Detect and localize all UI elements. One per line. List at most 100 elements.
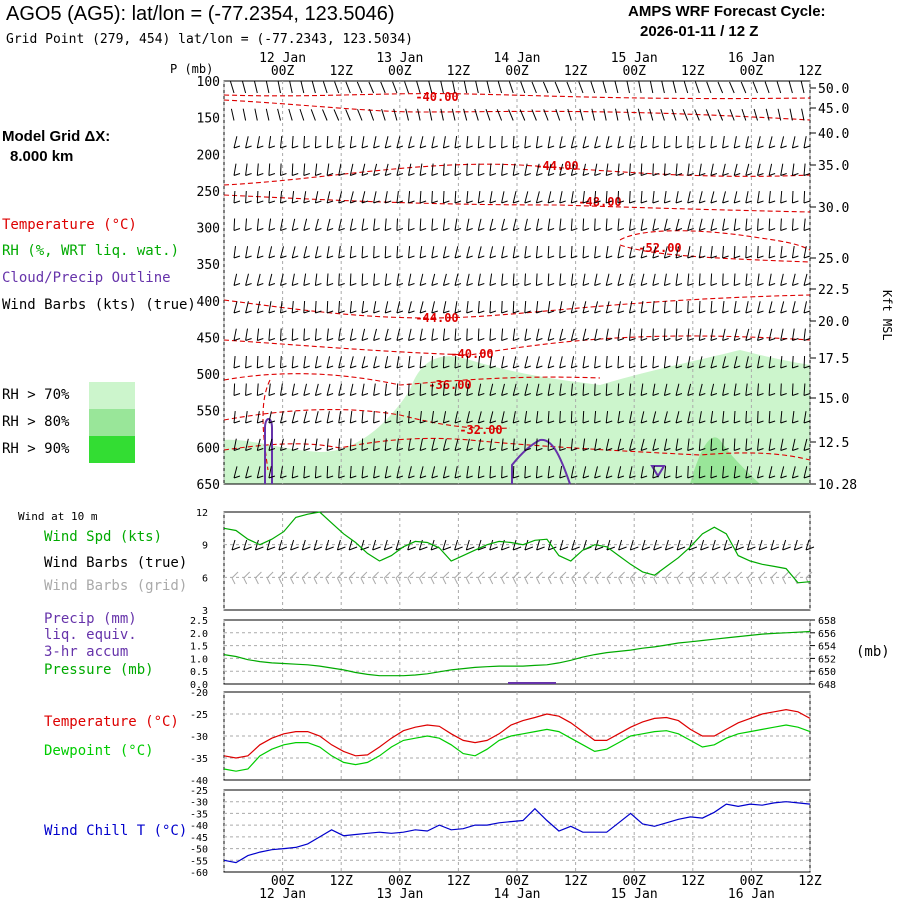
temperature-contour-label: -44.00 xyxy=(415,311,458,325)
rh80-region xyxy=(690,437,760,484)
hour-label-top: 12Z xyxy=(681,64,705,79)
rh70-swatch xyxy=(89,382,135,409)
height-tick-label: 50.0 xyxy=(818,82,849,97)
legend-precip: Precip (mm) xyxy=(44,611,137,627)
pressure-tick-label: 648 xyxy=(818,680,836,691)
hour-label-top: 00Z xyxy=(388,64,412,79)
temperature-contour xyxy=(619,230,811,251)
pressure-line xyxy=(223,630,811,677)
temperature-contour xyxy=(223,294,811,319)
hour-label-top: 12Z xyxy=(329,64,353,79)
height-tick-label: 45.0 xyxy=(818,102,849,117)
legend-rh80: RH > 80% xyxy=(2,414,70,430)
rh80-swatch xyxy=(89,409,135,436)
wind-chill-line xyxy=(223,801,811,864)
temperature-contour xyxy=(223,194,811,213)
y-tick-label: -30 xyxy=(190,732,208,743)
hour-label-bottom: 00Z xyxy=(505,874,529,889)
dewpoint-line xyxy=(223,724,811,772)
pressure-tick-label: 658 xyxy=(818,616,836,627)
y-tick-label: 1.5 xyxy=(190,642,208,653)
y-tick-label: 0.0 xyxy=(190,680,208,691)
height-tick-label: 25.0 xyxy=(818,252,849,267)
legend-dewpoint: Dewpoint (°C) xyxy=(44,743,154,759)
model-grid-label: Model Grid ΔX: xyxy=(2,128,111,145)
hour-label-top: 12Z xyxy=(798,64,822,79)
hour-label-bottom: 12Z xyxy=(447,874,471,889)
pressure-tick-label: 600 xyxy=(197,441,220,456)
cloud-outline xyxy=(650,465,666,478)
temperature-contour-label: -44.00 xyxy=(535,159,578,173)
temperature-contour xyxy=(223,163,811,186)
temperature-contour xyxy=(223,99,811,121)
wind-barbs-true xyxy=(231,539,815,551)
temperature-contour xyxy=(223,373,601,386)
legend-rh90: RH > 90% xyxy=(2,441,70,457)
temperature-contour-label: -48.00 xyxy=(578,195,621,209)
date-label-bottom: 16 Jan xyxy=(728,887,775,900)
pressure-tick-label: 652 xyxy=(818,654,836,665)
temperature-contour xyxy=(223,93,811,100)
y-tick-label: -35 xyxy=(190,809,208,820)
temperature-line xyxy=(223,708,811,759)
y-tick-label: -45 xyxy=(190,833,208,844)
date-label-bottom: 14 Jan xyxy=(494,887,541,900)
pressure-tick-label: 450 xyxy=(197,331,220,346)
temperature-contour-label: -52.00 xyxy=(638,241,681,255)
y-tick-label: -20 xyxy=(190,688,208,699)
cloud-outline xyxy=(511,438,571,485)
hour-label-bottom: 00Z xyxy=(740,874,764,889)
date-label-top: 13 Jan xyxy=(376,51,423,66)
y-tick-label: -50 xyxy=(190,845,208,856)
forecast-cycle-label: AMPS WRF Forecast Cycle: xyxy=(628,3,826,20)
temperature-contour-label: -32.00 xyxy=(459,423,502,437)
y-tick-label: -35 xyxy=(190,754,208,765)
hour-label-top: 12Z xyxy=(564,64,588,79)
hour-label-top: 00Z xyxy=(505,64,529,79)
y-tick-label: -25 xyxy=(190,786,208,797)
hour-label-bottom: 12Z xyxy=(329,874,353,889)
y-tick-label: -30 xyxy=(190,798,208,809)
cloud-outline xyxy=(264,418,273,484)
hour-label-top: 00Z xyxy=(271,64,295,79)
legend-wind-chill: Wind Chill T (°C) xyxy=(44,823,188,839)
legend-rh: RH (%, WRT liq. wat.) xyxy=(2,243,180,259)
hour-label-bottom: 00Z xyxy=(271,874,295,889)
y-tick-label: -40 xyxy=(190,776,208,787)
forecast-cycle-value: 2026-01-11 / 12 Z xyxy=(640,23,759,40)
pressure-tick-label: 150 xyxy=(197,112,220,127)
height-tick-label: 20.0 xyxy=(818,315,849,330)
rh90-swatch xyxy=(89,436,135,463)
height-tick-label: 17.5 xyxy=(818,352,849,367)
model-grid-value: 8.000 km xyxy=(10,148,74,165)
date-label-top: 15 Jan xyxy=(611,51,658,66)
legend-rh70: RH > 70% xyxy=(2,387,70,403)
y-tick-label: 2.0 xyxy=(190,629,208,640)
wind-barbs-grid xyxy=(231,571,813,585)
date-label-bottom: 12 Jan xyxy=(259,887,306,900)
legend-wind-speed: Wind Spd (kts) xyxy=(44,529,163,545)
height-tick-label: 15.0 xyxy=(818,392,849,407)
pressure-unit-label: (mb) xyxy=(856,644,890,660)
y-tick-label: 6 xyxy=(202,573,208,584)
station-title: AGO5 (AG5): lat/lon = (-77.2354, 123.504… xyxy=(6,3,395,25)
hour-label-top: 12Z xyxy=(447,64,471,79)
date-label-bottom: 13 Jan xyxy=(376,887,423,900)
y-tick-label: 0.5 xyxy=(190,667,208,678)
hour-label-bottom: 00Z xyxy=(622,874,646,889)
legend-wind-barbs-grid: Wind Barbs (grid) xyxy=(44,578,188,594)
height-tick-label: 22.5 xyxy=(818,283,849,298)
legend-temp-lower: Temperature (°C) xyxy=(44,714,179,730)
temperature-contour xyxy=(223,335,811,356)
pressure-tick-label: 250 xyxy=(197,185,220,200)
wind-speed-line xyxy=(223,511,811,584)
pressure-tick-label: 500 xyxy=(197,368,220,383)
height-tick-label: 30.0 xyxy=(818,201,849,216)
y-tick-label: -60 xyxy=(190,868,208,879)
legend-3hr-accum: 3-hr accum xyxy=(44,644,129,660)
pressure-tick-label: 400 xyxy=(197,295,220,310)
y-tick-label: 1.0 xyxy=(190,654,208,665)
pressure-tick-label: 200 xyxy=(197,148,220,163)
date-label-top: 14 Jan xyxy=(494,51,541,66)
